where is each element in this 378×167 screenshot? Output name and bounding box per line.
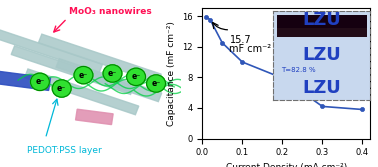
- FancyArrow shape: [39, 34, 161, 83]
- Text: PEDOT:PSS layer: PEDOT:PSS layer: [27, 146, 102, 155]
- FancyArrow shape: [76, 109, 113, 125]
- X-axis label: Current Density (mA cm⁻²): Current Density (mA cm⁻²): [226, 163, 347, 167]
- Circle shape: [31, 73, 50, 91]
- Circle shape: [127, 68, 146, 86]
- FancyArrow shape: [11, 46, 134, 95]
- Circle shape: [103, 65, 122, 82]
- Circle shape: [52, 80, 71, 97]
- Text: e⁻: e⁻: [132, 72, 141, 81]
- Y-axis label: Capacitance (mF cm⁻²): Capacitance (mF cm⁻²): [167, 21, 176, 126]
- Circle shape: [147, 75, 166, 92]
- FancyArrow shape: [25, 69, 139, 115]
- Text: e⁻: e⁻: [152, 79, 161, 88]
- Text: MoO₃ nanowires: MoO₃ nanowires: [69, 7, 152, 16]
- FancyArrow shape: [0, 70, 51, 90]
- Text: e⁻: e⁻: [79, 71, 88, 80]
- Circle shape: [74, 66, 93, 84]
- FancyArrow shape: [56, 59, 162, 102]
- FancyArrow shape: [0, 27, 102, 73]
- Text: mF cm⁻²: mF cm⁻²: [229, 44, 271, 54]
- Text: 15.7: 15.7: [229, 35, 251, 45]
- Text: e⁻: e⁻: [35, 77, 45, 86]
- Text: e⁻: e⁻: [57, 84, 66, 93]
- Text: e⁻: e⁻: [108, 69, 117, 78]
